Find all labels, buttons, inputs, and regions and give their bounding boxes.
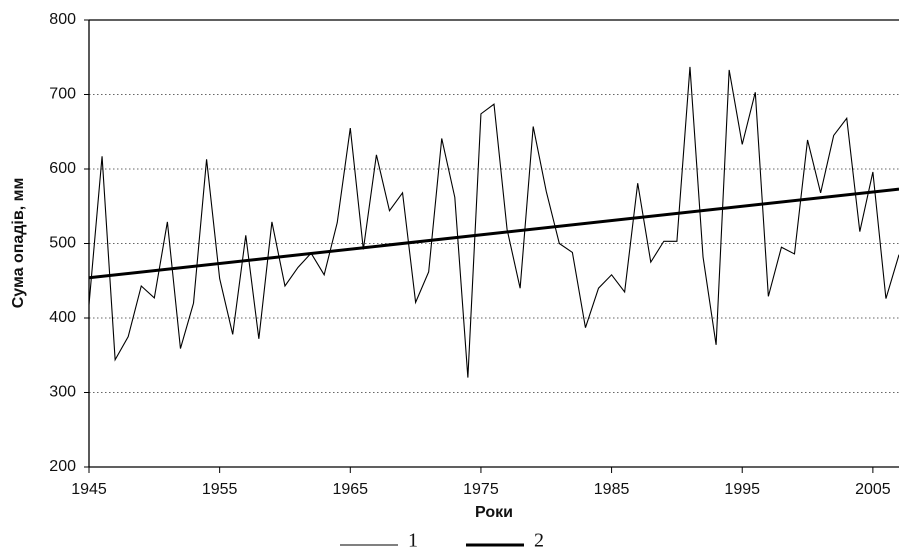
y-axis-title: Сума опадів, мм <box>10 178 27 309</box>
x-tick-label: 1955 <box>202 481 238 498</box>
series-line <box>88 187 899 280</box>
x-tick-label: 1965 <box>332 481 368 498</box>
y-tick-label: 400 <box>49 309 76 326</box>
x-tick-label: 1945 <box>71 481 107 498</box>
x-tick-label: 2005 <box>855 481 891 498</box>
y-tick-label: 600 <box>49 160 76 177</box>
x-axis-title: Роки <box>475 504 513 521</box>
y-tick-label: 300 <box>49 384 76 401</box>
y-tick-label: 200 <box>49 458 76 475</box>
legend-label: 1 <box>408 530 418 552</box>
legend-label: 2 <box>534 530 544 552</box>
y-tick-label: 500 <box>49 235 76 252</box>
series-line <box>88 66 899 378</box>
x-tick-label: 1975 <box>463 481 499 498</box>
y-tick-label: 700 <box>49 86 76 103</box>
x-tick-label: 1995 <box>724 481 760 498</box>
y-tick-label: 800 <box>49 11 76 28</box>
x-tick-label: 1985 <box>594 481 630 498</box>
